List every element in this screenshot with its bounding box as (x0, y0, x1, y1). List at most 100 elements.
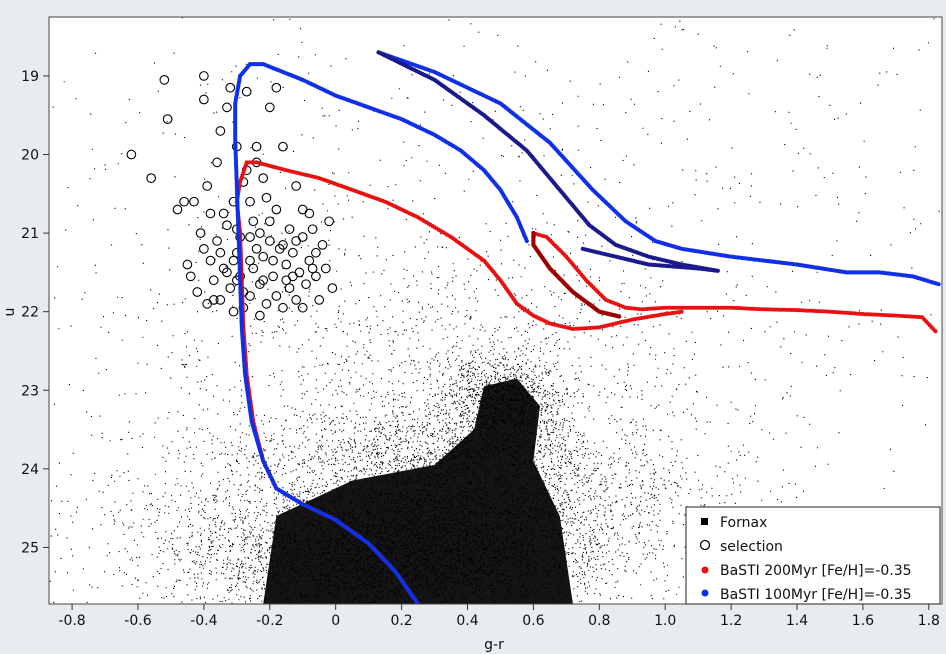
x-tick-label: 1.8 (918, 613, 940, 629)
selection-series (126, 71, 338, 321)
selection-point (182, 259, 193, 270)
y-tick-label: 22 (21, 305, 39, 321)
selection-point (264, 236, 275, 246)
x-axis: -0.8 -0.6 -0.4 -0.2 0 0.2 0.4 0.6 0.8 1.0 1.2 1.4 1.… (58, 604, 940, 629)
y-axis-title: u (2, 308, 18, 317)
y-tick-label: 19 (21, 69, 39, 85)
isochrone-point (524, 238, 529, 244)
selection-point (317, 240, 328, 250)
x-tick-label: 0.4 (456, 613, 478, 629)
y-tick-label: 23 (21, 383, 39, 399)
basti-100myr-loop (376, 50, 941, 287)
selection-point (212, 236, 222, 246)
selection-point (307, 224, 318, 235)
selection-point (307, 263, 318, 274)
selection-point (215, 295, 226, 305)
selection-point (202, 181, 213, 191)
x-tick-label: 0 (331, 613, 340, 629)
selection-point (192, 287, 203, 297)
selection-point (245, 232, 255, 242)
legend-marker-basti-100myr (701, 589, 709, 597)
selection-point (258, 173, 269, 183)
selection-point (218, 208, 229, 219)
selection-point (195, 228, 206, 238)
selection-point (245, 255, 255, 266)
x-tick-label: -0.2 (256, 613, 283, 629)
selection-point (320, 263, 331, 274)
selection-point (222, 267, 232, 278)
selection-point (264, 216, 275, 227)
selection-point (281, 259, 292, 270)
selection-point (222, 220, 232, 231)
x-tick-label: 1.2 (720, 613, 742, 629)
selection-point (215, 126, 226, 136)
selection-point (185, 271, 196, 282)
selection-point (271, 82, 282, 93)
selection-point (225, 82, 236, 93)
selection-point (297, 302, 308, 313)
selection-point (291, 236, 301, 246)
selection-point (268, 271, 278, 282)
basti-200myr-loop (531, 231, 938, 334)
x-tick-label: 1.6 (852, 613, 874, 629)
selection-point (172, 204, 183, 215)
selection-point (225, 283, 236, 293)
legend-marker-fornax (701, 518, 708, 525)
selection-point (241, 86, 252, 97)
selection-point (189, 196, 199, 207)
selection-point (258, 275, 269, 286)
x-tick-label: -0.8 (58, 613, 85, 629)
selection-point (271, 204, 282, 215)
x-tick-label: -0.4 (190, 613, 217, 629)
selection-point (284, 224, 295, 235)
selection-point (205, 208, 216, 219)
y-tick-label: 24 (21, 462, 39, 478)
selection-point (287, 271, 298, 282)
selection-point (255, 310, 265, 321)
selection-point (291, 181, 301, 191)
legend-label-basti-100myr: BaSTI 100Myr [Fe/H]=-0.35 (720, 587, 912, 603)
legend-marker-selection (699, 539, 711, 551)
fornax-series (49, 17, 940, 604)
selection-point (126, 149, 137, 160)
selection-point (261, 192, 272, 203)
x-tick-label: 0.8 (588, 613, 610, 629)
selection-point (278, 302, 288, 313)
selection-point (261, 298, 272, 309)
x-tick-label: 1.0 (654, 613, 676, 629)
selection-point (311, 247, 321, 258)
x-tick-label: 0.2 (390, 613, 412, 629)
selection-point (212, 157, 222, 168)
y-axis: 19 20 21 22 23 24 25 (21, 69, 49, 556)
selection-point (222, 102, 232, 113)
selection-point (258, 251, 269, 262)
legend-marker-basti-200myr (701, 566, 709, 574)
legend-box (685, 506, 941, 605)
basti-100myr-series (233, 50, 941, 604)
selection-point (271, 291, 282, 301)
x-tick-label: 0.6 (522, 613, 544, 629)
y-tick-label: 20 (21, 148, 39, 164)
y-tick-label: 25 (21, 540, 39, 556)
selection-point (245, 196, 255, 207)
selection-point (251, 141, 262, 152)
legend: Fornax selection BaSTI 200Myr [Fe/H]=-0.… (685, 506, 941, 605)
selection-point (215, 247, 226, 258)
selection-point (199, 243, 209, 254)
selection-point (268, 255, 278, 266)
selection-point (278, 240, 288, 250)
selection-point (287, 247, 298, 258)
legend-label-basti-200myr: BaSTI 200Myr [Fe/H]=-0.35 (720, 563, 912, 579)
basti-100myr-loop-inner (376, 50, 721, 273)
isochrone-point (679, 309, 684, 314)
legend-label-fornax: Fornax (720, 515, 767, 531)
selection-point (159, 75, 170, 85)
selection-point (291, 295, 301, 305)
selection-point (208, 275, 219, 286)
basti-100myr-track (233, 62, 529, 604)
plot-area-border (48, 16, 943, 605)
selection-point (248, 216, 259, 227)
selection-point (324, 216, 334, 227)
